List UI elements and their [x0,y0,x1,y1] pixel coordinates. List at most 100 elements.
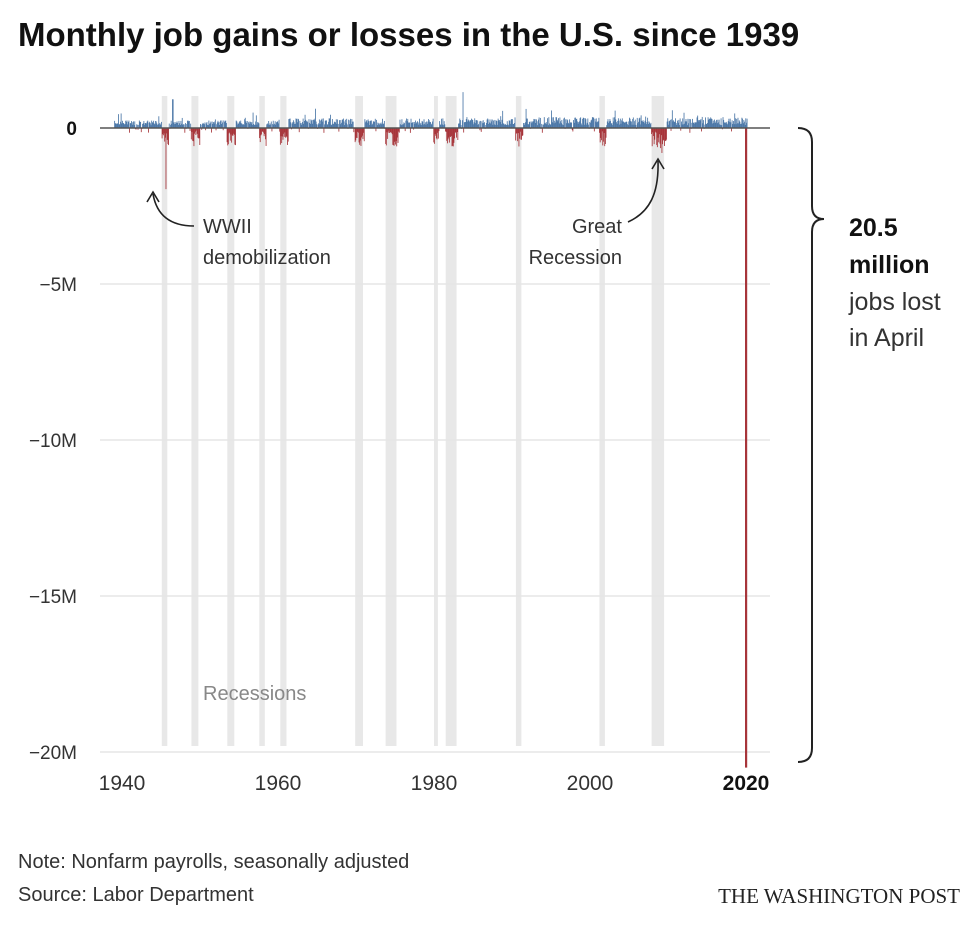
monthly-bar [229,128,231,141]
monthly-bar [679,125,680,128]
monthly-bar [659,128,661,144]
monthly-bar [370,120,372,128]
monthly-bar [661,128,663,153]
monthly-bar [603,128,604,142]
monthly-bar [398,128,400,133]
monthly-bar [147,120,149,128]
monthly-bar [526,118,528,128]
monthly-bar [441,118,442,128]
monthly-bar [698,121,700,128]
monthly-bar [296,118,298,128]
monthly-bar [235,120,237,128]
monthly-bar [366,120,368,128]
monthly-bar [709,119,711,128]
monthly-bar [380,123,381,128]
monthly-bar [268,121,270,128]
monthly-bar [222,122,223,128]
monthly-bar [404,128,406,132]
monthly-bar [705,117,706,128]
monthly-bar [271,128,273,132]
monthly-bar [255,115,257,128]
monthly-bar [456,128,457,138]
monthly-bar [205,128,207,131]
recession-band-4 [259,96,265,746]
monthly-bar [467,121,468,128]
monthly-bar [519,128,520,139]
monthly-bar [527,124,529,128]
monthly-bar [452,128,454,146]
monthly-bar [497,118,499,128]
monthly-bar [478,121,480,128]
monthly-bar [293,121,295,128]
great-recession-label-line1: Great [572,216,622,238]
monthly-bar [276,122,277,128]
monthly-bar [537,125,539,128]
monthly-bar [150,125,152,128]
monthly-bar [558,123,560,128]
monthly-bar [508,125,509,128]
monthly-bar [213,122,214,128]
monthly-bar [239,122,241,128]
monthly-bar [360,128,362,146]
callout-number: 20.5 million [849,210,930,284]
monthly-bar [243,124,245,128]
monthly-bar [187,120,188,128]
wwii-annotation: WWII demobilization [146,190,331,269]
monthly-bar [575,119,577,128]
monthly-bar [232,128,234,136]
monthly-bar [313,119,314,128]
monthly-bar [570,122,572,128]
monthly-bar [338,128,340,132]
monthly-bar [397,128,399,143]
monthly-bar [551,117,553,128]
monthly-bar [688,118,690,128]
monthly-bar [370,120,372,128]
monthly-bar [627,124,628,128]
monthly-bar [490,119,492,128]
monthly-bar [257,122,259,128]
monthly-bar [134,121,136,128]
monthly-bar [399,119,401,128]
monthly-bar [469,121,470,128]
monthly-bar [249,123,251,128]
monthly-bar [705,123,707,128]
monthly-bar [214,119,216,128]
monthly-bar [569,122,571,128]
monthly-bar [512,119,513,128]
monthly-bar [495,124,496,128]
monthly-bar [571,122,572,128]
monthly-bar [591,119,593,128]
monthly-bar [402,124,404,128]
monthly-bar [456,128,458,133]
monthly-bar [252,112,254,128]
monthly-bar [356,128,358,139]
monthly-bar [557,121,559,128]
monthly-bar [448,128,450,138]
monthly-bar [246,123,247,128]
monthly-bar [173,122,175,128]
monthly-bar [324,124,325,128]
monthly-bar [720,118,722,128]
monthly-bar [361,128,363,136]
monthly-bar [313,120,315,128]
monthly-bar [210,121,212,128]
monthly-bar [278,123,279,128]
monthly-bar [731,128,732,132]
monthly-bar [558,118,559,128]
monthly-bar [148,128,149,133]
monthly-bar [311,120,312,128]
monthly-bar [404,123,405,128]
monthly-bar [337,119,338,128]
monthly-bar [216,122,218,128]
monthly-bar [513,124,515,128]
monthly-bar [154,124,156,128]
monthly-bar [635,124,637,128]
monthly-bar [415,120,416,128]
monthly-bar [290,122,292,128]
monthly-bar [662,128,664,140]
monthly-bar [655,128,656,132]
monthly-bar [374,121,376,128]
monthly-bar [603,128,605,134]
monthly-bar [369,121,371,128]
monthly-bar [207,125,209,128]
